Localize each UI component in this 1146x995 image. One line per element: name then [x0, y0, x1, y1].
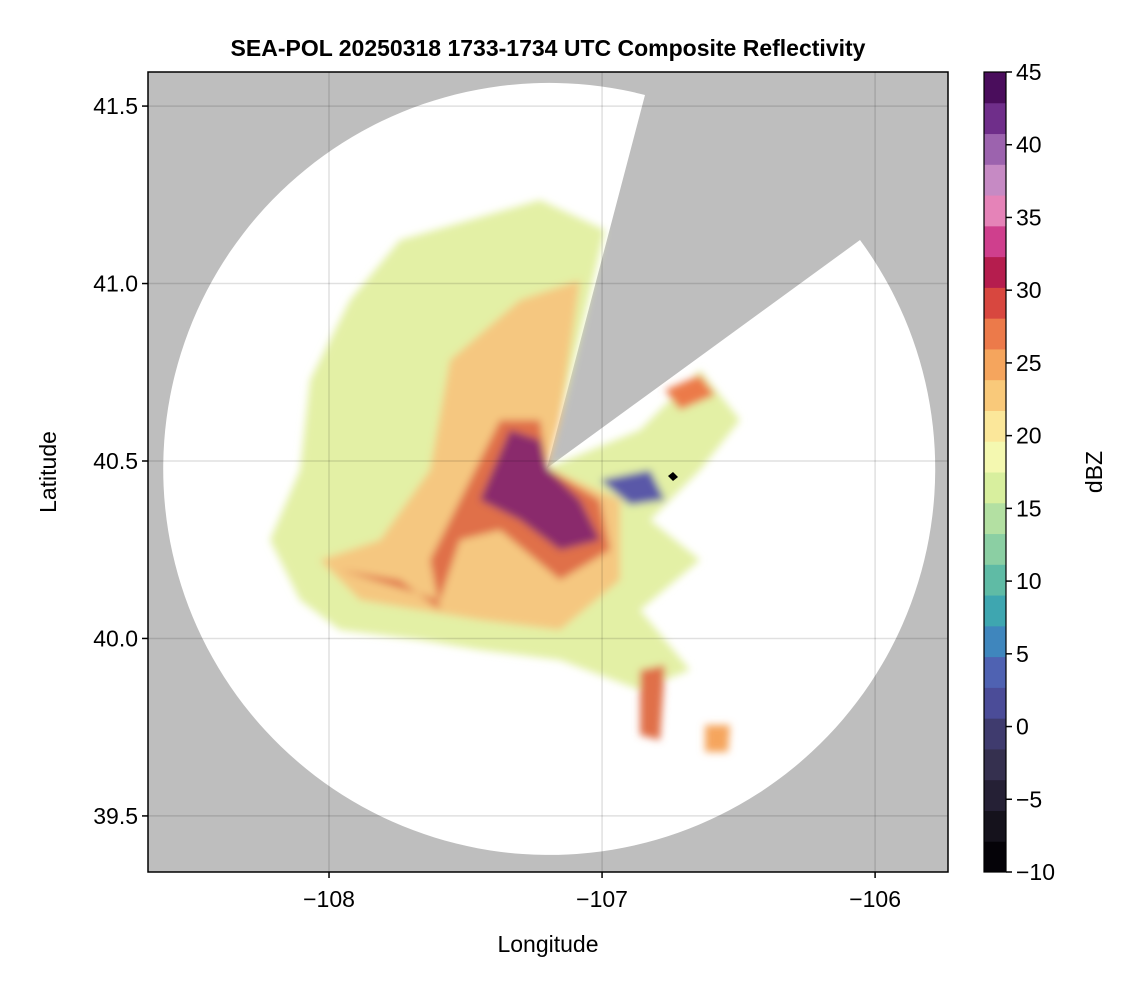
- colorbar-band: [984, 810, 1006, 842]
- colorbar-band: [984, 564, 1006, 596]
- colorbar-band: [984, 502, 1006, 535]
- colorbar-band: [984, 133, 1006, 165]
- colorbar-tick-label: 40: [1016, 132, 1042, 158]
- colorbar-band: [984, 410, 1006, 442]
- y-tick-label: 39.5: [93, 803, 138, 829]
- colorbar-tick-label: 35: [1016, 204, 1042, 230]
- colorbar: −10 −5 0 5 10 15 20 25 30 35 40 45: [983, 59, 1055, 885]
- colorbar-band: [984, 195, 1006, 227]
- radar-site: [668, 472, 678, 481]
- colorbar-band: [984, 533, 1006, 565]
- echo-cell: [665, 375, 715, 410]
- colorbar-tick-label: 10: [1016, 568, 1042, 594]
- colorbar-label: dBZ: [1081, 451, 1107, 493]
- echo-low: [600, 470, 665, 505]
- colorbar-band: [984, 748, 1006, 781]
- x-tick-label: −106: [849, 886, 901, 912]
- colorbar-tick-label: 0: [1016, 714, 1029, 740]
- colorbar-frame: [983, 71, 1007, 873]
- colorbar-tick-label: 30: [1016, 277, 1042, 303]
- colorbar-band: [984, 441, 1006, 473]
- colorbar-band: [984, 625, 1006, 658]
- chart-title: SEA-POL 20250318 1733-1734 UTC Composite…: [231, 35, 866, 61]
- plot-frame: [147, 71, 949, 873]
- colorbar-band: [984, 779, 1006, 811]
- colorbar-band: [984, 656, 1006, 688]
- y-tick-label: 41.0: [93, 271, 138, 297]
- colorbar-band: [984, 102, 1006, 135]
- colorbar-band: [984, 595, 1006, 627]
- colorbar-band: [984, 318, 1006, 350]
- colorbar-tick-label: 20: [1016, 423, 1042, 449]
- colorbar-band: [984, 256, 1006, 288]
- colorbar-band: [984, 718, 1006, 750]
- y-tick-label: 41.5: [93, 93, 138, 119]
- colorbar-band: [984, 72, 1006, 104]
- colorbar-tick-label: −10: [1016, 859, 1055, 885]
- x-tick-label: −108: [303, 886, 355, 912]
- echo-cell: [640, 665, 665, 740]
- colorbar-band: [984, 687, 1006, 719]
- colorbar-band: [984, 225, 1006, 258]
- y-tick-label: 40.0: [93, 625, 138, 651]
- x-axis-label: Longitude: [497, 931, 598, 957]
- colorbar-band: [984, 164, 1006, 196]
- echo-core: [480, 430, 600, 550]
- grid: [148, 72, 948, 872]
- x-tick-label: −107: [576, 886, 628, 912]
- colorbar-band: [984, 287, 1006, 319]
- radar-field: [163, 82, 936, 855]
- colorbar-tick-label: 45: [1016, 59, 1042, 85]
- colorbar-band: [984, 348, 1006, 381]
- colorbar-band: [984, 841, 1006, 873]
- y-tick-label: 40.5: [93, 448, 138, 474]
- echo-shapes: [270, 200, 740, 752]
- y-axis-label: Latitude: [35, 431, 61, 513]
- colorbar-tick-label: 15: [1016, 495, 1042, 521]
- echo-cell: [705, 725, 730, 752]
- colorbar-band: [984, 379, 1006, 411]
- colorbar-tick-label: 25: [1016, 350, 1042, 376]
- colorbar-band: [984, 472, 1006, 504]
- colorbar-tick-label: 5: [1016, 641, 1029, 667]
- colorbar-tick-label: −5: [1016, 786, 1042, 812]
